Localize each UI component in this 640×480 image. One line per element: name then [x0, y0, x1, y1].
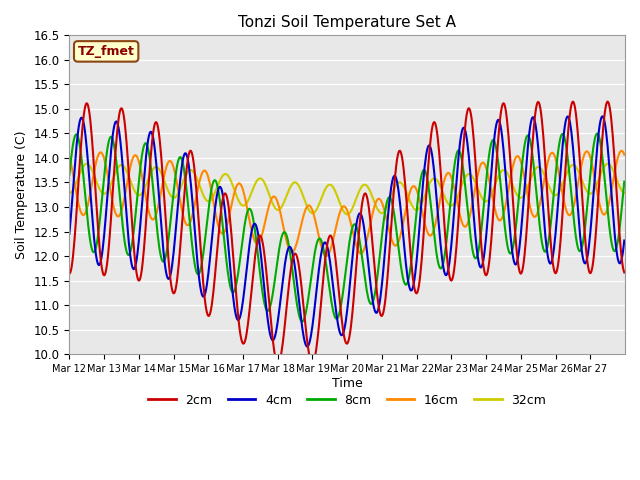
Title: Tonzi Soil Temperature Set A: Tonzi Soil Temperature Set A	[238, 15, 456, 30]
Y-axis label: Soil Temperature (C): Soil Temperature (C)	[15, 131, 28, 259]
X-axis label: Time: Time	[332, 377, 363, 390]
Text: TZ_fmet: TZ_fmet	[77, 45, 134, 58]
Legend: 2cm, 4cm, 8cm, 16cm, 32cm: 2cm, 4cm, 8cm, 16cm, 32cm	[143, 389, 552, 412]
